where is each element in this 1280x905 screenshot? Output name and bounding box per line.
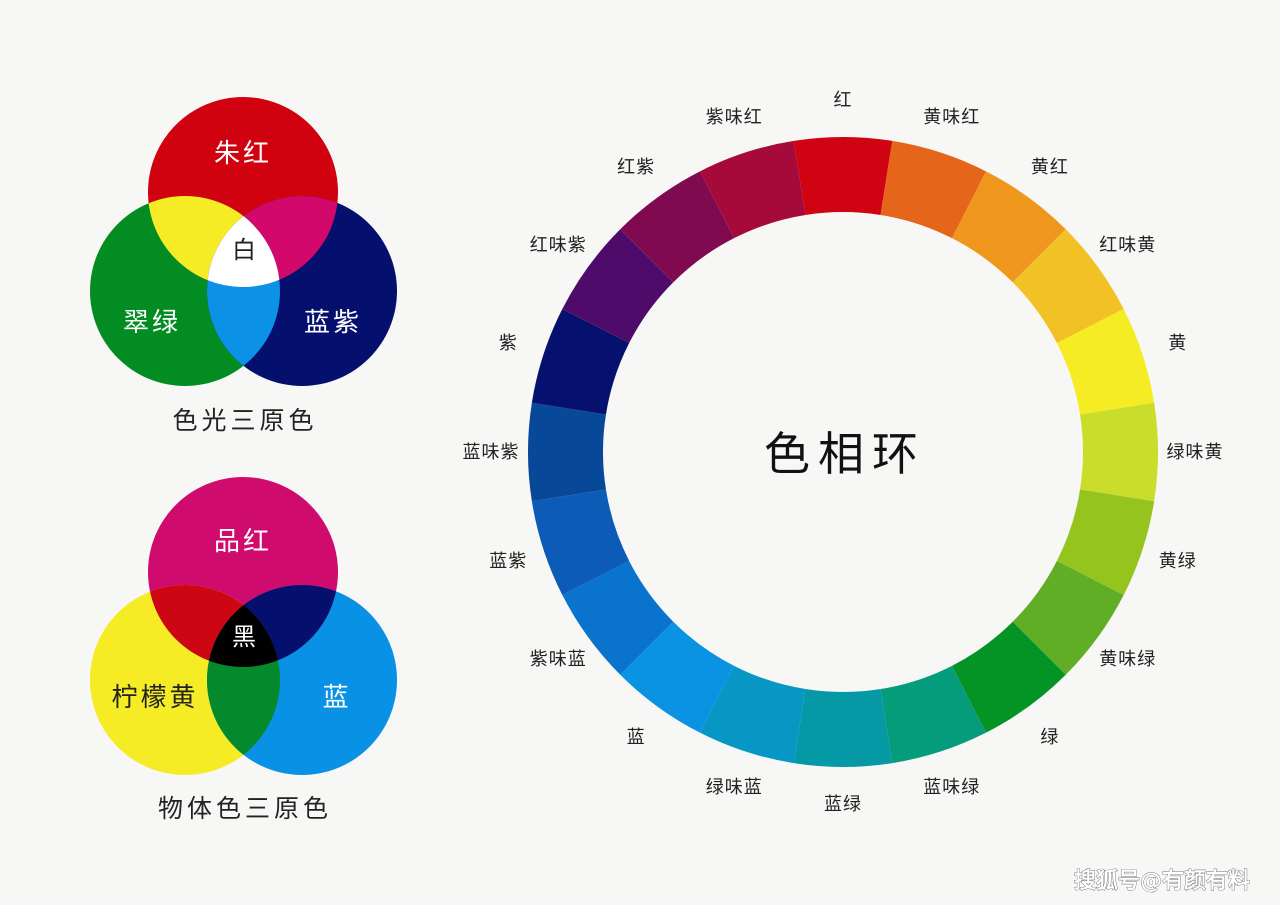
hue-segment (951, 621, 1066, 733)
hue-label: 黄味红 (923, 107, 980, 128)
pigment-label-blue: 蓝 (322, 683, 351, 713)
light-primaries-diagram: 朱红 翠绿 蓝紫 白 色光三原色 (90, 97, 397, 435)
hue-segment (1056, 489, 1155, 596)
hue-label: 黄红 (1031, 157, 1069, 178)
hue-label: 红 (834, 90, 853, 111)
hue-segment (562, 560, 674, 675)
hue-segment (620, 171, 735, 283)
hue-label: 紫 (499, 333, 518, 354)
light-label-red: 朱红 (214, 139, 272, 169)
hue-segment (531, 489, 630, 596)
hue-segment (1080, 402, 1158, 502)
hue-label: 红味紫 (530, 235, 587, 256)
hue-segment (699, 140, 806, 239)
color-wheel-title: 色相环 (764, 427, 926, 481)
pigment-center-black (207, 585, 280, 667)
light-label-green: 翠绿 (123, 308, 181, 338)
light-label-center: 白 (232, 236, 256, 264)
hue-label: 绿味蓝 (706, 777, 763, 798)
hue-label: 蓝绿 (824, 794, 862, 815)
light-center-white (207, 196, 280, 287)
hue-label: 黄绿 (1159, 551, 1197, 572)
hue-segment (620, 621, 735, 733)
hue-segment (793, 137, 893, 215)
hue-segment (531, 308, 630, 415)
hue-segment (951, 171, 1066, 283)
hue-label: 绿味黄 (1167, 442, 1224, 463)
hue-label: 蓝味绿 (923, 777, 980, 798)
hue-label: 红紫 (617, 157, 655, 178)
pigment-label-yellow: 柠檬黄 (111, 683, 198, 713)
hue-label: 紫味蓝 (530, 649, 587, 670)
hue-segment (1012, 560, 1124, 675)
pigment-primaries-diagram: 品红 柠檬黄 蓝 黑 物体色三原色 (90, 477, 397, 823)
hue-segment (1056, 308, 1155, 415)
pigment-primaries-title: 物体色三原色 (158, 794, 332, 823)
pigment-label-center: 黑 (232, 623, 256, 651)
hue-segment (528, 402, 606, 502)
pigment-label-magenta: 品红 (214, 527, 272, 557)
hue-segment (1012, 229, 1124, 344)
light-label-violet: 蓝紫 (304, 308, 362, 338)
light-primaries-title: 色光三原色 (172, 406, 317, 435)
hue-label: 紫味红 (706, 107, 763, 128)
hue-label: 蓝 (627, 727, 646, 748)
hue-segment (699, 665, 806, 764)
hue-segment (562, 229, 674, 344)
hue-segment (880, 140, 987, 239)
hue-label: 蓝味紫 (463, 442, 520, 463)
hue-segment (880, 665, 987, 764)
hue-label: 黄 (1168, 333, 1187, 354)
hue-segment (793, 689, 893, 767)
watermark: 搜狐号@有颜有料 (1074, 868, 1250, 894)
hue-label: 绿 (1040, 727, 1059, 748)
hue-label: 红味黄 (1099, 235, 1156, 256)
hue-label: 蓝紫 (489, 551, 527, 572)
hue-label: 黄味绿 (1099, 649, 1156, 670)
